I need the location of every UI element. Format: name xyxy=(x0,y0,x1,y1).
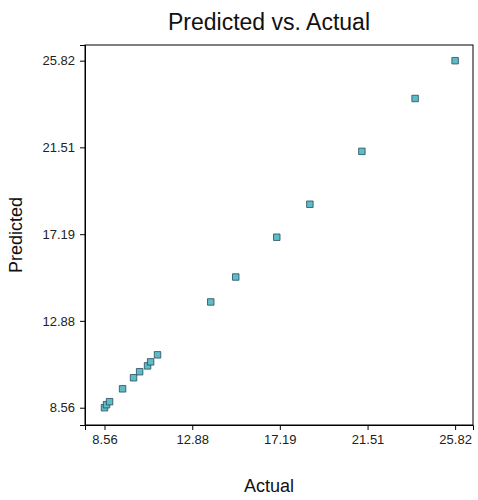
y-tick-label: 25.82 xyxy=(42,53,75,68)
x-tick-mark xyxy=(455,425,456,430)
y-tick-label: 8.56 xyxy=(50,400,75,415)
x-axis-title: Actual xyxy=(244,476,294,496)
y-tick-label: 17.19 xyxy=(42,227,75,242)
x-tick: 17.19 xyxy=(264,425,297,447)
x-tick-mark xyxy=(105,425,106,430)
x-tick-label: 12.88 xyxy=(176,432,209,447)
x-axis-line xyxy=(86,426,474,431)
x-tick: 12.88 xyxy=(176,425,209,447)
x-tick-label: 8.56 xyxy=(92,432,117,447)
x-tick: 25.82 xyxy=(439,425,472,447)
x-tick-label: 21.51 xyxy=(352,432,385,447)
y-tick-label: 12.88 xyxy=(42,314,75,329)
point xyxy=(359,148,365,154)
point xyxy=(119,386,125,392)
x-tick-mark xyxy=(368,425,369,430)
chart-container: 8.56 12.88 17.19 21.51 25.82 8.56 12.88 17.19 21… xyxy=(0,0,478,500)
point xyxy=(307,201,313,207)
y-tick: 25.82 xyxy=(42,53,85,68)
x-axis: 8.56 12.88 17.19 21.51 25.82 xyxy=(86,425,474,447)
y-axis: 8.56 12.88 17.19 21.51 25.82 xyxy=(42,46,85,426)
y-tick-label: 21.51 xyxy=(42,140,75,155)
y-tick-mark xyxy=(80,408,85,409)
y-tick-mark xyxy=(80,147,85,148)
point xyxy=(130,375,136,381)
x-tick: 21.51 xyxy=(352,425,385,447)
chart-svg: 8.56 12.88 17.19 21.51 25.82 8.56 12.88 17.19 21… xyxy=(0,0,478,500)
y-tick-mark xyxy=(80,61,85,62)
x-tick-mark xyxy=(280,425,281,430)
point xyxy=(208,299,214,305)
point xyxy=(452,57,458,63)
points xyxy=(101,57,458,411)
point xyxy=(154,352,160,358)
x-tick-label: 25.82 xyxy=(439,432,472,447)
y-axis-title: Predicted xyxy=(6,197,26,273)
y-tick: 12.88 xyxy=(42,314,85,329)
point xyxy=(232,274,238,280)
y-axis-line xyxy=(80,46,86,426)
y-tick-mark xyxy=(80,321,85,322)
x-tick-label: 17.19 xyxy=(264,432,297,447)
point xyxy=(106,398,112,404)
point xyxy=(136,368,142,374)
y-tick: 8.56 xyxy=(50,400,85,415)
y-tick-mark xyxy=(80,234,85,235)
point xyxy=(147,359,153,365)
point xyxy=(412,95,418,101)
plot-frame xyxy=(85,45,473,425)
y-tick: 21.51 xyxy=(42,140,85,155)
y-tick: 17.19 xyxy=(42,227,85,242)
title: Predicted vs. Actual xyxy=(168,9,370,35)
point xyxy=(274,234,280,240)
x-tick: 8.56 xyxy=(92,425,117,447)
x-tick-mark xyxy=(192,425,193,430)
